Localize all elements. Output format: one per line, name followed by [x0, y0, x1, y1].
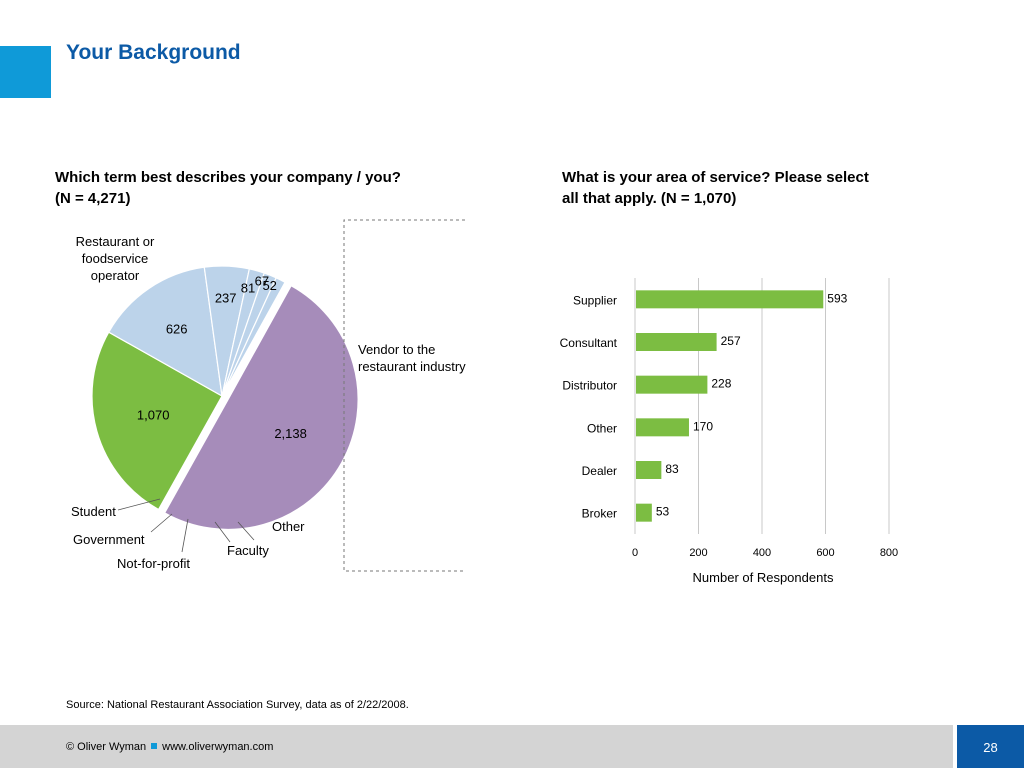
pie-value-label-restaurant: 2,138	[274, 426, 307, 441]
category-label-dealer: Dealer	[582, 464, 617, 478]
pie-label-vendor: Vendor to the restaurant industry	[358, 342, 466, 374]
value-label-dealer: 83	[665, 462, 679, 476]
pie-question-line2: (N = 4,271)	[55, 190, 131, 207]
pie-value-label-student: 52	[262, 278, 276, 293]
website-link[interactable]: www.oliverwyman.com	[162, 741, 274, 753]
x-tick-label-600: 600	[816, 547, 834, 559]
leader-line-other	[237, 521, 255, 541]
category-label-broker: Broker	[582, 507, 617, 521]
bar-dealer	[636, 461, 662, 479]
leader-line-not-for-profit	[181, 518, 189, 553]
page-number: 28	[957, 725, 1024, 768]
pie-question-line1: Which term best describes your company /…	[55, 169, 401, 186]
x-axis-label: Number of Respondents	[693, 570, 834, 585]
value-label-supplier: 593	[827, 291, 847, 305]
bar-other	[636, 418, 689, 437]
pie-slice-vendor	[91, 331, 223, 511]
x-tick-label-200: 200	[689, 547, 707, 559]
bar-consultant	[636, 333, 717, 351]
source-note: Source: National Restaurant Association …	[66, 699, 409, 711]
pie-label-other: Other	[272, 519, 305, 534]
x-tick-label-0: 0	[632, 547, 638, 559]
pie-value-label-other: 626	[166, 321, 188, 336]
bullet-square-icon	[151, 743, 158, 749]
value-label-distributor: 228	[711, 377, 731, 391]
category-label-distributor: Distributor	[562, 379, 617, 393]
pie-label-not-for-profit: Not-for-profit	[117, 556, 190, 571]
pie-label-government: Government	[73, 532, 145, 547]
pie-value-label-faculty: 237	[215, 291, 237, 306]
dashed-bracket	[343, 219, 465, 572]
x-tick-label-400: 400	[753, 547, 771, 559]
leader-line-faculty	[214, 521, 231, 543]
pie-label-faculty: Faculty	[227, 543, 269, 558]
value-label-consultant: 257	[721, 334, 741, 348]
pie-slice-restaurant	[163, 284, 359, 530]
bar-supplier	[636, 290, 824, 309]
category-label-other: Other	[587, 421, 617, 435]
pie-question: Which term best describes your company /…	[55, 167, 475, 209]
bar-question-line2: all that apply. (N = 1,070)	[562, 190, 737, 207]
category-label-consultant: Consultant	[560, 336, 618, 350]
bar-distributor	[636, 375, 708, 394]
bar-broker	[636, 503, 652, 522]
page-title: Your Background	[66, 41, 241, 64]
value-label-other: 170	[693, 419, 713, 433]
leader-line-government	[150, 513, 173, 533]
footer-text: © Oliver Wyman www.oliverwyman.com	[66, 741, 273, 753]
leader-line-student	[117, 498, 161, 511]
pie-value-label-government: 67	[255, 273, 269, 288]
x-tick-label-800: 800	[880, 547, 898, 559]
category-label-supplier: Supplier	[573, 293, 617, 307]
pie-slice-other	[107, 266, 223, 398]
copyright: © Oliver Wyman	[66, 741, 147, 753]
pie-label-student: Student	[71, 504, 116, 519]
accent-box	[0, 46, 51, 98]
pie-label-restaurant: Restaurant or foodservice operator	[75, 234, 155, 283]
bar-question-line1: What is your area of service? Please sel…	[562, 169, 869, 186]
bar-question: What is your area of service? Please sel…	[562, 167, 942, 209]
pie-slice-student	[221, 277, 286, 397]
value-label-broker: 53	[656, 505, 670, 519]
pie-value-label-not-for-profit: 81	[241, 280, 255, 295]
pie-value-label-vendor: 1,070	[137, 407, 170, 422]
footer-bar	[0, 725, 953, 768]
